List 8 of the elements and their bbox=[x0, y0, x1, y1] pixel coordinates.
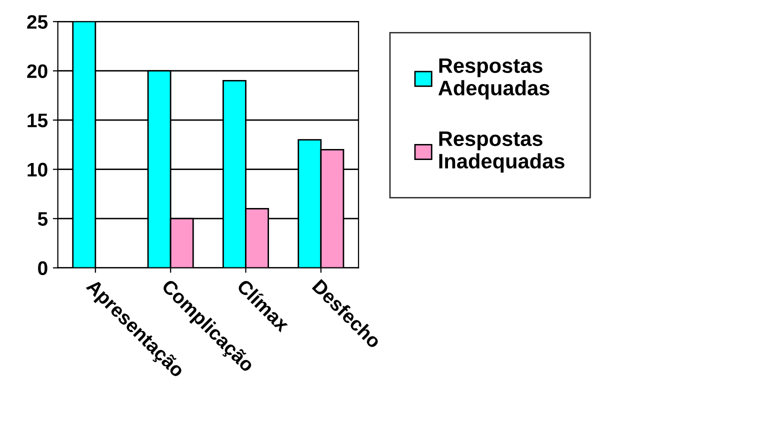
legend-label: Respostas Inadequadas bbox=[439, 132, 564, 173]
y-tick-label: 15 bbox=[28, 114, 48, 128]
y-tick-label: 20 bbox=[27, 64, 48, 78]
y-tick-label: 25 bbox=[27, 15, 48, 29]
y-tick-label: 10 bbox=[28, 162, 48, 177]
y-tick-label: 5 bbox=[38, 212, 48, 226]
y-tick-label: 0 bbox=[38, 261, 48, 276]
legend-label: Respostas Adequadas bbox=[438, 58, 550, 100]
